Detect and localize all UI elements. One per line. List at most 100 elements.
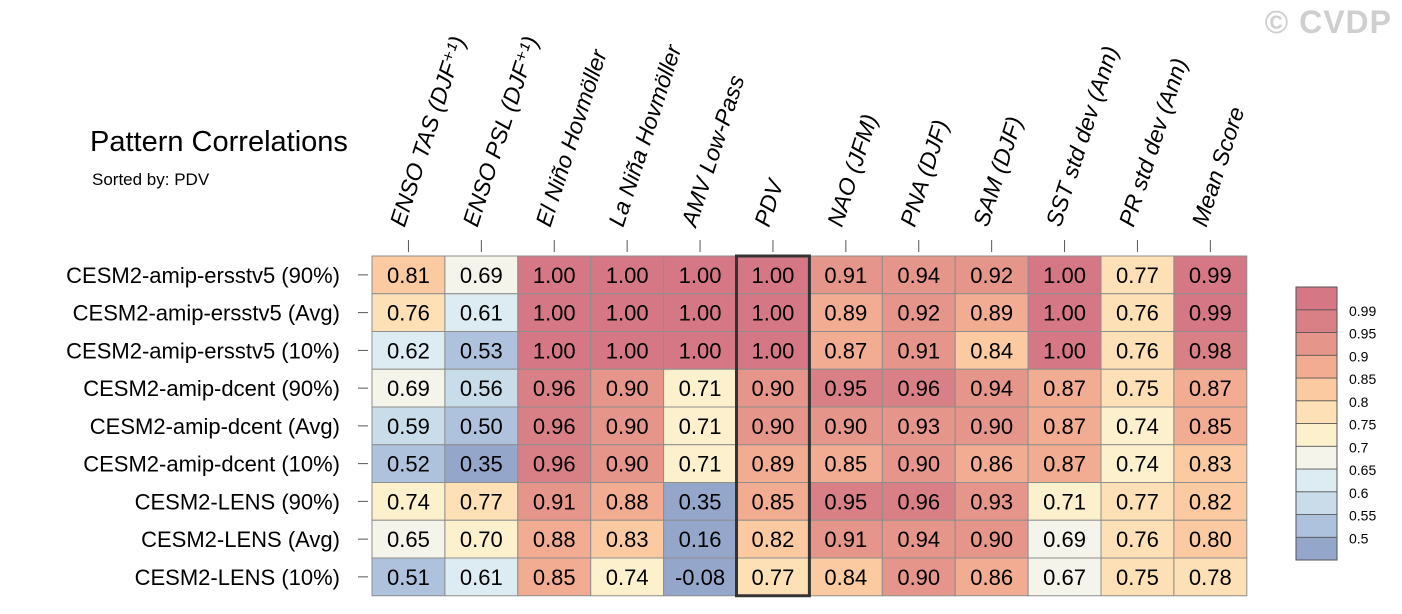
heatmap-cell [371, 368, 446, 408]
heatmap-cell [590, 557, 665, 597]
colorbar-segment [1295, 514, 1338, 538]
cell-value: 0.87 [1043, 376, 1086, 401]
cell-value: 0.78 [1189, 565, 1232, 590]
heatmap-cell [736, 444, 810, 483]
cell-value: 0.74 [606, 565, 649, 590]
cell-value: 0.90 [606, 414, 649, 439]
heatmap-cell [881, 519, 956, 559]
colorbar-label: 0.99 [1349, 303, 1376, 319]
heatmap-cell [1173, 557, 1248, 597]
heatmap-cell [1027, 557, 1102, 597]
heatmap-cell [1100, 368, 1175, 408]
heatmap-cell [663, 293, 737, 332]
row-label: CESM2-amip-ersstv5 (90%) [66, 263, 340, 288]
column-label: ENSO PSL (DJF⁺¹) [457, 33, 543, 230]
heatmap-cell [663, 255, 737, 295]
cell-value: 0.62 [387, 338, 430, 363]
cell-value: 0.90 [897, 565, 940, 590]
colorbar-label: 0.7 [1349, 439, 1369, 455]
cell-value: 0.67 [1043, 565, 1086, 590]
heatmap-cell [881, 444, 956, 483]
colorbar-label: 0.9 [1349, 348, 1369, 364]
cell-value: 0.76 [387, 301, 430, 326]
heatmap-cell [371, 482, 446, 521]
cell-value: 0.87 [1043, 414, 1086, 439]
heatmap-cell [663, 444, 737, 483]
column-label: SAM (DJF) [968, 113, 1028, 229]
heatmap-cell [444, 368, 519, 408]
cell-value: 0.95 [824, 489, 867, 514]
heatmap-cell [1173, 482, 1248, 521]
heatmap-cell [1173, 255, 1248, 295]
heatmap-cell [1100, 482, 1175, 521]
heatmap-cell [808, 368, 883, 408]
cell-value: 1.00 [752, 338, 795, 363]
heatmap-cell [371, 557, 446, 597]
heatmap-cell [663, 368, 737, 408]
cell-value: 0.94 [970, 376, 1013, 401]
cell-value: 0.89 [824, 301, 867, 326]
chart-title: Pattern Correlations [90, 126, 348, 158]
cell-value: 0.56 [460, 376, 503, 401]
colorbar-frame [1295, 286, 1338, 561]
cell-value: 0.95 [824, 376, 867, 401]
cell-value: 0.91 [824, 527, 867, 552]
cell-value: 0.59 [387, 414, 430, 439]
cell-value: 0.70 [460, 527, 503, 552]
heatmap-cell [954, 331, 1029, 370]
row-label: CESM2-LENS (Avg) [141, 527, 340, 552]
cell-value: 1.00 [679, 263, 722, 288]
heatmap-cell [736, 482, 810, 521]
cell-value: 0.71 [679, 376, 722, 401]
heatmap-cell [736, 406, 810, 446]
cell-value: 0.90 [824, 414, 867, 439]
heatmap-cell [1100, 406, 1175, 446]
heatmap-cell [371, 331, 446, 370]
heatmap-cell [444, 482, 519, 521]
heatmap-cell [736, 519, 810, 559]
watermark: © CVDP [1264, 4, 1392, 40]
heatmap-cell [1100, 444, 1175, 483]
row-label: CESM2-LENS (90%) [135, 489, 340, 514]
heatmap-cell [736, 368, 810, 408]
cell-value: 0.91 [897, 338, 940, 363]
colorbar-label: 0.95 [1349, 326, 1376, 342]
cell-value: 1.00 [1043, 263, 1086, 288]
cell-value: 0.82 [752, 527, 795, 552]
cell-value: 0.89 [752, 452, 795, 477]
cell-value: 0.83 [606, 527, 649, 552]
cell-value: 0.77 [460, 489, 503, 514]
heatmap-cell [517, 557, 592, 597]
cell-value: 0.85 [824, 452, 867, 477]
cell-value: 0.83 [1189, 452, 1232, 477]
heatmap-cell [371, 406, 446, 446]
colorbar-label: 0.6 [1349, 485, 1369, 501]
heatmap-cell [444, 557, 519, 597]
cell-value: 0.90 [970, 527, 1013, 552]
colorbar-segment [1295, 332, 1338, 356]
cell-value: 0.98 [1189, 338, 1232, 363]
row-label: CESM2-amip-dcent (90%) [83, 376, 340, 401]
cell-value: 0.77 [1116, 489, 1159, 514]
heatmap-cell [954, 444, 1029, 483]
heatmap-cell [517, 331, 592, 370]
cell-value: 0.91 [533, 489, 576, 514]
column-label: NAO (JFM) [822, 111, 883, 230]
heatmap-cell [590, 444, 665, 483]
cell-value: 0.84 [824, 565, 867, 590]
highlight-outline [735, 254, 811, 598]
heatmap-cell [371, 444, 446, 483]
cell-value: 0.92 [897, 301, 940, 326]
cell-value: 0.85 [1189, 414, 1232, 439]
cell-value: 0.35 [679, 489, 722, 514]
cell-value: 0.81 [387, 263, 430, 288]
cell-value: 0.69 [387, 376, 430, 401]
column-label: AMV Low-Pass [675, 72, 749, 232]
cell-value: 0.93 [970, 489, 1013, 514]
cell-value: 0.50 [460, 414, 503, 439]
heatmap-cell [954, 519, 1029, 559]
cell-value: 0.76 [1116, 338, 1159, 363]
heatmap-cell [590, 331, 665, 370]
heatmap-cell [1100, 519, 1175, 559]
cell-value: 0.90 [752, 414, 795, 439]
